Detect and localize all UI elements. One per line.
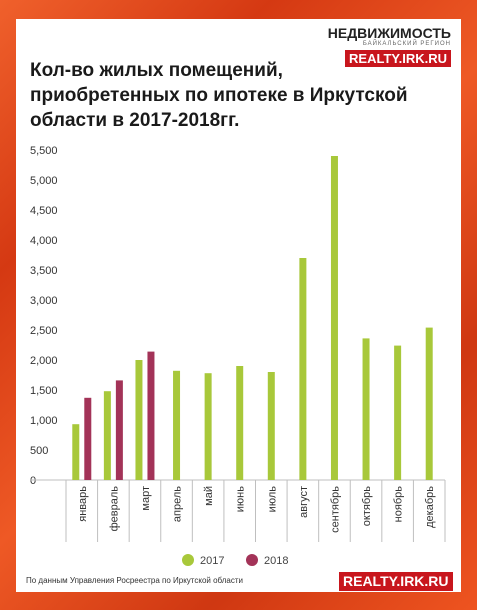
chart-panel [16, 19, 461, 592]
legend-swatch-2018 [246, 554, 258, 566]
y-tick-label: 4,500 [30, 205, 58, 217]
bar-2017-ноябрь[interactable] [394, 345, 402, 480]
bar-2017-июль[interactable] [267, 372, 275, 480]
bar-2017-май[interactable] [204, 373, 212, 480]
bar-2017-сентябрь[interactable] [330, 156, 338, 480]
logo-subtitle: БАЙКАЛЬСКИЙ РЕГИОН [362, 41, 451, 47]
bar-2017-октябрь[interactable] [362, 338, 370, 480]
y-tick-label: 5,000 [30, 175, 58, 187]
bar-2018-март[interactable] [147, 351, 155, 480]
brand-logo[interactable]: НЕДВИЖИМОСТЬ БАЙКАЛЬСКИЙ РЕГИОН REALTY.I… [328, 26, 451, 68]
y-tick-label: 2,000 [30, 355, 58, 367]
x-tick-label: июль [266, 486, 278, 513]
bar-2017-август[interactable] [299, 258, 307, 480]
y-tick-label: 4,000 [30, 235, 58, 247]
x-tick-label: май [203, 486, 215, 506]
bar-2018-январь[interactable] [84, 397, 92, 480]
x-tick-label: декабрь [424, 486, 436, 528]
logo-badge: REALTY.IRK.RU [345, 50, 451, 67]
legend-label-2018: 2018 [264, 555, 288, 567]
x-tick-label: ноябрь [393, 486, 405, 523]
y-tick-label: 1,500 [30, 385, 58, 397]
y-tick-label: 0 [30, 475, 36, 487]
legend-label-2017: 2017 [200, 555, 224, 567]
legend-swatch-2017 [182, 554, 194, 566]
x-tick-label: март [140, 486, 152, 511]
x-tick-label: октябрь [361, 486, 373, 526]
bar-2017-март[interactable] [135, 360, 143, 480]
y-tick-label: 3,000 [30, 295, 58, 307]
x-tick-label: апрель [172, 486, 184, 522]
y-tick-label: 5,500 [30, 145, 58, 157]
y-tick-label: 3,500 [30, 265, 58, 277]
logo-title: НЕДВИЖИМОСТЬ [327, 25, 451, 41]
x-tick-label: август [298, 486, 310, 518]
x-tick-label: январь [77, 486, 89, 522]
source-note: По данным Управления Росреестра по Иркут… [26, 576, 244, 585]
x-tick-label: сентябрь [329, 486, 341, 533]
x-tick-label: февраль [108, 486, 120, 532]
bar-2017-январь[interactable] [72, 424, 80, 480]
y-tick-label: 2,500 [30, 325, 58, 337]
bar-2018-февраль[interactable] [115, 380, 123, 480]
chart-title: Кол-во жилых помещений, приобретенных по… [30, 60, 408, 131]
bar-2017-июнь[interactable] [236, 366, 244, 480]
x-tick-label: июнь [235, 486, 247, 512]
y-tick-label: 500 [30, 445, 48, 457]
bottom-brand-badge[interactable]: REALTY.IRK.RU [339, 572, 453, 591]
bar-2017-апрель[interactable] [173, 370, 181, 480]
bar-2017-декабрь[interactable] [425, 327, 433, 480]
y-tick-label: 1,000 [30, 415, 58, 427]
bar-2017-февраль[interactable] [103, 391, 111, 480]
